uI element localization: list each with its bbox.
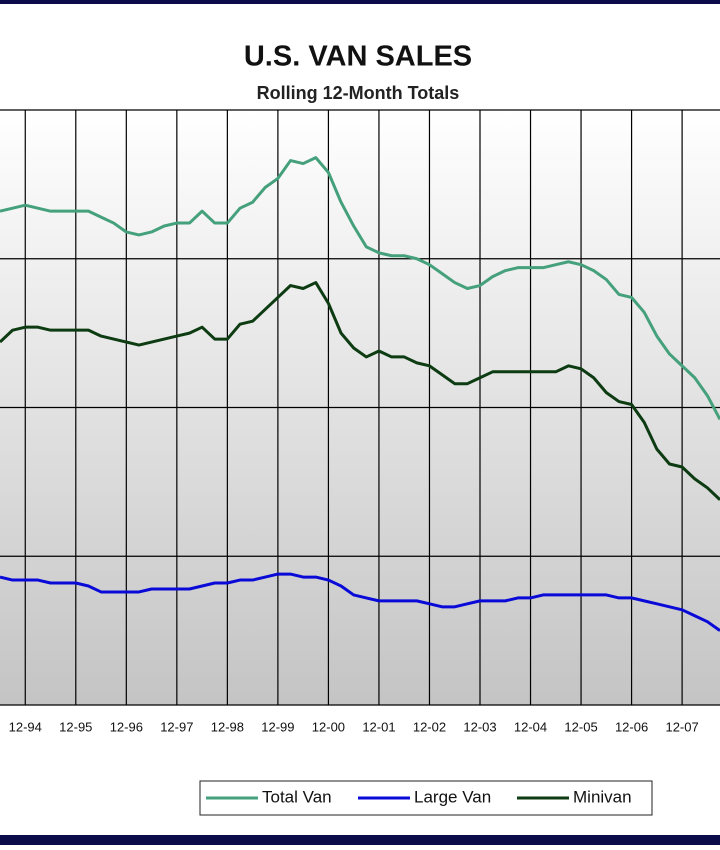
x-tick-label: 12-00	[312, 719, 345, 734]
x-tick-label: 12-06	[615, 719, 648, 734]
series-line	[0, 572, 720, 632]
x-tick-label: 12-96	[110, 719, 143, 734]
x-tick-label: 12-98	[211, 719, 244, 734]
legend-label: Minivan	[573, 787, 632, 806]
x-tick-label: 12-03	[463, 719, 496, 734]
top-border	[0, 0, 720, 4]
x-tick-label: 12-05	[564, 719, 597, 734]
chart-subtitle: Rolling 12-Month Totals	[257, 83, 460, 103]
x-tick-label: 12-07	[665, 719, 698, 734]
x-tick-label: 12-97	[160, 719, 193, 734]
x-axis-labels: 12-94 12-95 12-96 12-97 12-98 12-99 12-00 12-01…	[9, 719, 699, 734]
x-tick-label: 12-02	[413, 719, 446, 734]
x-tick-label: 12-04	[514, 719, 547, 734]
bottom-border	[0, 835, 720, 845]
chart-title: U.S. VAN SALES	[244, 41, 472, 73]
x-tick-label: 12-94	[9, 719, 42, 734]
legend-label: Large Van	[414, 787, 491, 806]
x-tick-label: 12-95	[59, 719, 92, 734]
legend-label: Total Van	[262, 787, 332, 806]
lines	[0, 156, 720, 632]
x-tick-label: 12-99	[261, 719, 294, 734]
legend: Total Van Large Van Minivan	[206, 787, 632, 806]
series-line	[0, 281, 720, 501]
x-tick-label: 12-01	[362, 719, 395, 734]
grid	[0, 109, 720, 706]
series-line	[0, 156, 720, 421]
legend-box	[199, 780, 653, 816]
